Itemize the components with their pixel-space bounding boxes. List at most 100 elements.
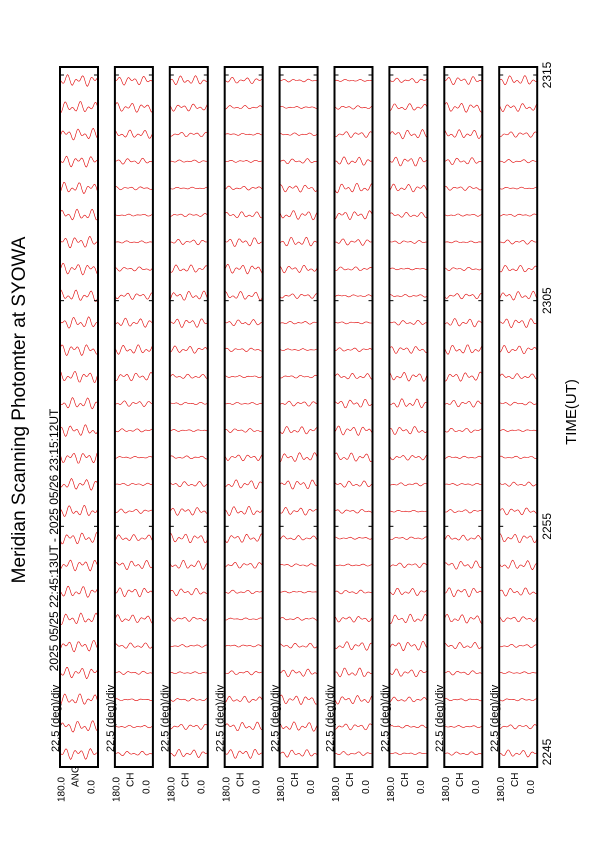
trace [114,614,153,624]
trace [334,563,373,567]
trace [114,725,153,729]
trace [279,348,318,351]
trace [334,238,373,246]
max-label: 180.0 [166,777,177,802]
trace [169,559,208,570]
time-tick-label: 2315 [540,61,554,88]
trace [499,671,538,674]
trace [60,208,98,221]
trace [114,750,153,757]
time-tick-label: 2255 [540,513,554,540]
channel-label: ANG [71,765,82,787]
trace [389,454,428,461]
trace [114,129,153,139]
panel-frame [388,66,429,768]
trace [60,585,98,598]
trace [114,75,153,86]
trace [444,157,483,165]
trace [224,319,263,326]
trace [224,695,263,703]
traces [444,76,483,756]
trace [224,132,263,136]
trace [114,587,153,598]
trace [224,375,263,379]
trace [389,752,428,755]
trace [279,590,318,594]
trace [169,724,208,730]
trace [279,374,318,379]
trace [279,210,318,221]
trace [114,213,153,217]
trace [169,749,208,758]
trace [499,749,538,758]
traces [499,75,538,758]
trace [279,293,318,299]
trace [114,428,153,433]
trace [224,159,263,163]
trace [499,213,538,217]
trace [279,507,318,516]
trace [499,159,538,164]
trace [279,78,318,83]
trace [169,481,208,487]
trace [444,455,483,459]
scale-label: 22.5 (deg)/div [160,684,172,752]
trace [224,479,263,490]
trace [389,536,428,540]
trace [499,318,538,328]
trace [499,373,538,380]
max-label: 180.0 [112,777,123,802]
trace [279,642,318,649]
trace [444,318,483,328]
trace [114,372,153,382]
trace [60,478,98,491]
trace [114,266,153,272]
trace [444,698,483,702]
trace [279,749,318,758]
trace [279,158,318,165]
traces [169,75,208,758]
panel-frame [168,66,209,768]
min-label: 0.0 [251,780,262,794]
trace [499,429,538,432]
trace [224,76,263,84]
trace [224,402,263,405]
trace [444,213,483,217]
trace [389,398,428,409]
panel-frame [498,66,539,768]
trace [334,294,373,298]
panel-frame [113,66,154,768]
trace [60,559,98,572]
trace [334,667,373,678]
trace [169,186,208,190]
trace [60,155,98,168]
trace [444,240,483,244]
time-tick-label: 2245 [540,738,554,765]
panel-frame [443,66,484,768]
trace [60,693,98,706]
scale-label: 22.5 (deg)/div [105,684,117,752]
trace [499,345,538,355]
trace [224,589,263,595]
channel-label: CH [510,773,521,787]
trace [169,131,208,138]
period: 2025 05/25 22:45:13UT - 2025 05/26 23:15… [47,408,61,671]
trace [499,455,538,459]
trace [279,426,318,435]
time-axis-label: TIME(UT) [563,379,580,445]
min-label: 0.0 [196,780,207,794]
trace [444,534,483,542]
trace [114,292,153,300]
trace [60,451,98,464]
trace [389,641,428,652]
trace [279,617,318,621]
traces [334,79,373,756]
trace [169,587,208,597]
trace [444,670,483,676]
time-tick-label: 2305 [540,287,554,314]
trace [224,428,263,433]
trace [334,509,373,514]
trace [60,720,98,733]
trace [334,452,373,462]
trace [389,588,428,596]
